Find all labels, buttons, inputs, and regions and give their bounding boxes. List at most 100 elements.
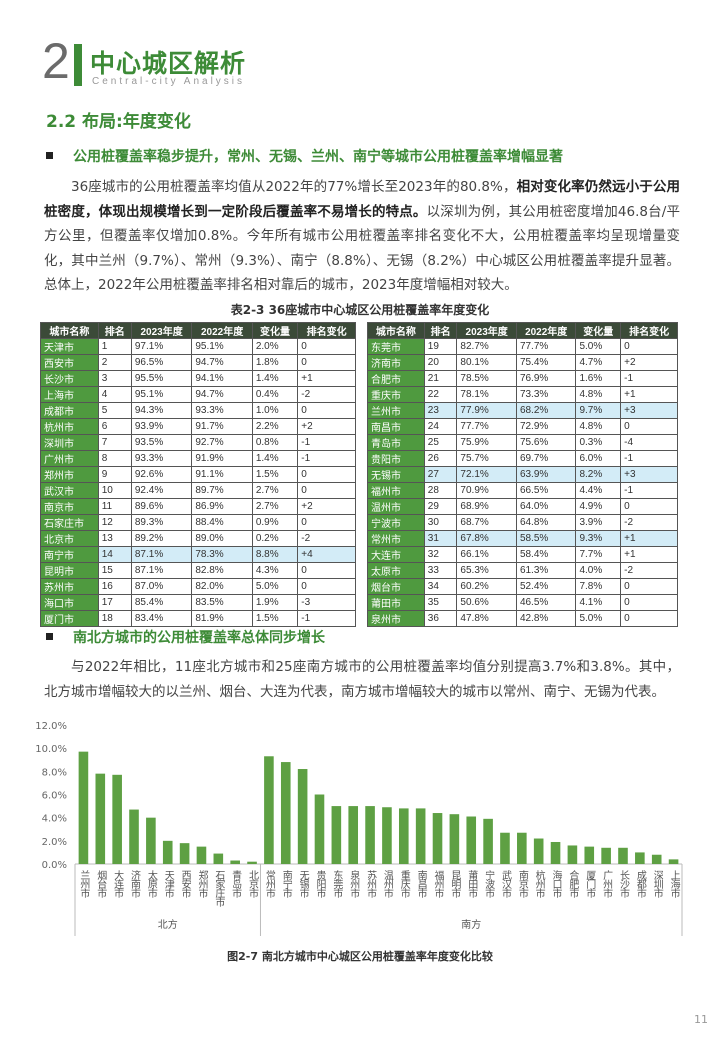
table-cell: 73.3%: [515, 386, 577, 403]
chapter-title: 中心城区解析: [90, 49, 247, 78]
table-row: 东莞市 19 82.7% 77.7% 5.0% 0: [367, 338, 678, 355]
table-row: 苏州市 16 87.0% 82.0% 5.0% 0: [40, 578, 356, 595]
table-row: 石家庄市 12 89.3% 88.4% 0.9% 0: [40, 514, 356, 531]
table-cell: 9.3%: [575, 530, 622, 547]
table-cell: 1: [97, 338, 132, 355]
table-cell: 1.4%: [251, 370, 299, 387]
x-tick-label: 无锡市: [297, 870, 309, 899]
x-tick-label: 广州市: [601, 870, 613, 899]
table-cell: 9.7%: [575, 402, 622, 419]
x-tick-label: 济南市: [129, 869, 141, 899]
city-cell: 成都市: [40, 402, 99, 419]
table-cell: 19: [423, 338, 458, 355]
table-cell: 14: [97, 546, 132, 563]
group-label: 北方: [158, 918, 178, 931]
bar: [668, 859, 679, 864]
table-row: 郑州市 9 92.6% 91.1% 1.5% 0: [40, 466, 356, 483]
table-cell: 69.7%: [515, 450, 577, 467]
table-cell: 0: [620, 338, 678, 355]
x-tick-label: 大连市: [112, 869, 124, 899]
table-row: 上海市 4 95.1% 94.7% 0.4% -2: [40, 386, 356, 403]
table-cell: 0.3%: [575, 434, 622, 451]
city-cell: 北京市: [40, 530, 99, 547]
table-cell: 77.7%: [456, 418, 517, 435]
bar: [78, 751, 89, 864]
table-cell: 0: [297, 466, 356, 483]
table-cell: 94.3%: [130, 402, 193, 419]
bar: [567, 845, 578, 864]
table-row: 南昌市 24 77.7% 72.9% 4.8% 0: [367, 418, 678, 435]
table-cell: 78.5%: [456, 370, 517, 387]
bar: [95, 773, 106, 864]
table-cell: 72.9%: [515, 418, 577, 435]
bar: [398, 808, 409, 864]
table-cell: 64.0%: [515, 498, 577, 515]
table-header-cell: 2023年度: [456, 322, 517, 339]
table-cell: 6.0%: [575, 450, 622, 467]
table-row: 烟台市 34 60.2% 52.4% 7.8% 0: [367, 578, 678, 595]
city-cell: 南宁市: [40, 546, 99, 563]
bar: [517, 832, 527, 864]
table-cell: +1: [297, 370, 356, 387]
table-cell: 83.4%: [130, 610, 193, 627]
y-tick-label: 8.0%: [42, 767, 67, 778]
bar: [179, 843, 190, 864]
table-cell: 70.9%: [456, 482, 517, 499]
table-caption: 表2-3 36座城市中心城区公用桩覆盖率年度变化: [230, 303, 490, 317]
city-cell: 石家庄市: [40, 514, 99, 531]
table-cell: 5.0%: [251, 578, 299, 595]
table-cell: 4.3%: [251, 562, 299, 579]
table-cell: 94.7%: [191, 386, 253, 403]
bar: [230, 860, 240, 864]
chapter-number: 2: [42, 33, 70, 89]
table-cell: 88.4%: [191, 514, 253, 531]
city-cell: 南昌市: [367, 418, 425, 435]
city-cell: 太原市: [367, 562, 425, 579]
table-left: 城市名称 排名 2023年度 2022年度 变化量 排名变化 天津市 1 97.1% 95.1% 2…: [40, 322, 356, 627]
table-cell: 17: [97, 594, 132, 611]
table-cell: 58.4%: [515, 546, 577, 563]
table-cell: 1.4%: [251, 450, 299, 467]
table-cell: 36: [423, 610, 458, 627]
table-cell: 72.1%: [456, 466, 517, 483]
table-cell: 20: [423, 354, 458, 371]
table-cell: 21: [423, 370, 458, 387]
x-tick-label: 武汉市: [499, 869, 511, 899]
table-cell: 83.5%: [191, 594, 253, 611]
x-tick-label: 兰州市: [78, 869, 90, 899]
y-tick-label: 6.0%: [42, 791, 67, 802]
table-cell: 1.0%: [251, 402, 299, 419]
table-cell: 94.7%: [191, 354, 253, 371]
table-row: 大连市 32 66.1% 58.4% 7.7% +1: [367, 546, 678, 563]
table-cell: 1.9%: [251, 594, 299, 611]
y-tick-label: 2.0%: [42, 837, 67, 848]
x-tick-label: 贵阳市: [314, 869, 326, 899]
table-header-cell: 城市名称: [367, 322, 425, 339]
table-cell: 5.0%: [575, 338, 622, 355]
table-cell: 4.7%: [575, 354, 622, 371]
x-tick-label: 莆田市: [466, 869, 478, 899]
table-header-row: 城市名称 排名 2023年度 2022年度 变化量 排名变化: [40, 322, 356, 339]
bar: [533, 838, 544, 864]
table-cell: 77.9%: [456, 402, 517, 419]
bar: [314, 794, 325, 864]
table-header-cell: 城市名称: [40, 322, 99, 339]
table-cell: 0: [297, 482, 356, 499]
table-cell: +1: [620, 530, 678, 547]
table-cell: 32: [423, 546, 458, 563]
table-cell: 87.1%: [130, 546, 193, 563]
table-cell: 4.4%: [575, 482, 622, 499]
table-cell: +1: [620, 386, 678, 403]
table-cell: 0: [297, 402, 356, 419]
table-cell: +2: [297, 418, 356, 435]
table-cell: 0.2%: [251, 530, 299, 547]
table-cell: 5.0%: [575, 610, 622, 627]
city-cell: 上海市: [40, 386, 99, 403]
table-cell: 95.1%: [130, 386, 193, 403]
table-cell: 64.8%: [515, 514, 577, 531]
table-cell: +2: [620, 354, 678, 371]
paragraph: 与2022年相比，11座北方城市和25座南方城市的公用桩覆盖率均值分别提高3.7…: [44, 655, 680, 704]
paragraph-text: 与2022年相比，11座北方城市和25座南方城市的公用桩覆盖率均值分别提高3.7…: [44, 659, 680, 700]
x-tick-label: 宁波市: [483, 869, 495, 899]
